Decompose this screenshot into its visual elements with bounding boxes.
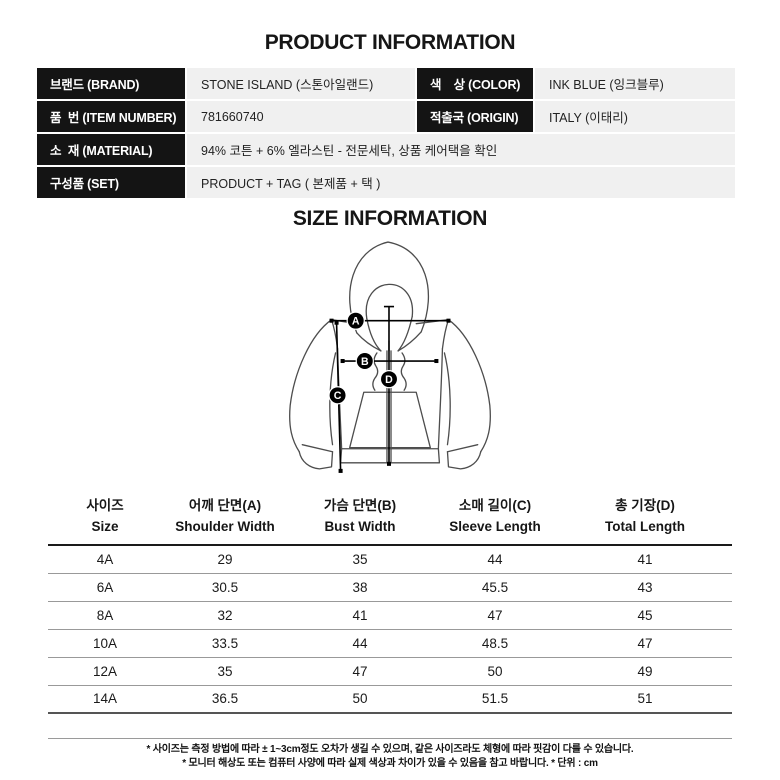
size-row-4a: 4A 29 35 44 41 [48,545,732,574]
cell-size: 8A [48,601,162,630]
hoodie-measurement-diagram: A B C D [289,241,491,473]
cell-sleeve: 44 [432,545,558,574]
size-row-6a: 6A 30.5 38 45.5 43 [48,573,732,602]
cell-sleeve: 45.5 [432,573,558,602]
measurement-endpoints [329,318,451,473]
cell-bust: 44 [288,629,432,658]
cell-length: 43 [558,573,732,602]
header-bust: 가슴 단면(B) Bust Width [288,490,432,546]
header-length-ko: 총 기장(D) [615,498,675,513]
header-shoulder-en: Shoulder Width [175,519,275,534]
label-origin: 적출국 (ORIGIN) [417,101,533,132]
hoodie-outline [289,241,491,470]
size-row-8a: 8A 32 41 47 45 [48,601,732,630]
value-color: INK BLUE (잉크블루) [535,68,735,99]
cell-bust: 35 [288,545,432,574]
cell-length: 49 [558,657,732,686]
measure-a-badge [346,311,365,330]
header-sleeve-en: Sleeve Length [449,519,541,534]
footnote-divider [48,738,732,739]
header-bust-en: Bust Width [324,519,396,534]
header-length: 총 기장(D) Total Length [558,490,732,546]
cell-size: 12A [48,657,162,686]
cell-shoulder: 32 [162,601,288,630]
measure-d-letter: D [385,374,393,386]
size-information-title: SIZE INFORMATION [292,207,488,230]
cell-sleeve: 50 [432,657,558,686]
label-material: 소 재 (MATERIAL) [37,134,185,165]
cell-bust: 38 [288,573,432,602]
cell-length: 47 [558,629,732,658]
product-info-table: 브랜드 (BRAND) STONE ISLAND (스톤아일랜드) 색 상 (C… [37,68,737,198]
size-row-12a: 12A 35 47 50 49 [48,657,732,686]
size-row-14a: 14A 36.5 50 51.5 51 [48,685,732,714]
cell-size: 4A [48,545,162,574]
header-shoulder-ko: 어깨 단면(A) [188,498,262,513]
size-chart-table: 사이즈 Size 어깨 단면(A) Shoulder Width 가슴 단면(B… [48,490,732,714]
cell-shoulder: 33.5 [162,629,288,658]
cell-length: 51 [558,685,732,714]
measure-c-badge [328,386,347,405]
measure-b-letter: B [361,356,369,368]
value-brand: STONE ISLAND (스톤아일랜드) [187,68,415,99]
measure-c-letter: C [334,390,342,402]
cell-length: 45 [558,601,732,630]
footnote-line-2: * 모니터 해상도 또는 컴퓨터 사양에 따라 실제 색상과 차이가 있을 수 … [182,757,598,769]
cell-sleeve: 48.5 [432,629,558,658]
header-sleeve-ko: 소매 길이(C) [458,498,532,513]
cell-sleeve: 47 [432,601,558,630]
label-item-number: 품 번 (ITEM NUMBER) [37,101,185,132]
cell-shoulder: 36.5 [162,685,288,714]
measure-b-badge [355,351,374,371]
label-color: 색 상 (COLOR) [417,68,533,99]
product-information-title: PRODUCT INFORMATION [264,31,516,54]
header-bust-ko: 가슴 단면(B) [323,498,397,513]
header-size-en: Size [91,519,119,534]
cell-bust: 41 [288,601,432,630]
value-origin: ITALY (이태리) [535,101,735,132]
footnote-line-1: * 사이즈는 측정 방법에 따라 ± 1~3cm정도 오차가 생길 수 있으며,… [146,744,634,755]
size-chart-header-row: 사이즈 Size 어깨 단면(A) Shoulder Width 가슴 단면(B… [48,490,732,546]
cell-shoulder: 35 [162,657,288,686]
label-brand: 브랜드 (BRAND) [37,68,185,99]
size-row-10a: 10A 33.5 44 48.5 47 [48,629,732,658]
header-length-en: Total Length [605,519,685,534]
measurement-badges: A B C D [328,311,399,405]
cell-sleeve: 51.5 [432,685,558,714]
measurement-lines [331,305,449,471]
cell-bust: 50 [288,685,432,714]
cell-size: 10A [48,629,162,658]
cell-length: 41 [558,545,732,574]
value-set: PRODUCT + TAG ( 본제품 + 택 ) [187,167,735,198]
header-size: 사이즈 Size [48,490,162,546]
cell-size: 14A [48,685,162,714]
measure-d-badge [379,369,399,389]
measure-a-letter: A [352,316,360,328]
cell-shoulder: 29 [162,545,288,574]
header-sleeve: 소매 길이(C) Sleeve Length [432,490,558,546]
value-material: 94% 코튼 + 6% 엘라스틴 - 전문세탁, 상품 케어택을 확인 [187,134,735,165]
footnotes: * 사이즈는 측정 방법에 따라 ± 1~3cm정도 오차가 생길 수 있으며,… [0,743,780,770]
value-item-number: 781660740 [187,101,415,132]
header-size-ko: 사이즈 [86,498,124,513]
cell-bust: 47 [288,657,432,686]
cell-size: 6A [48,573,162,602]
label-set: 구성품 (SET) [37,167,185,198]
cell-shoulder: 30.5 [162,573,288,602]
header-shoulder: 어깨 단면(A) Shoulder Width [162,490,288,546]
